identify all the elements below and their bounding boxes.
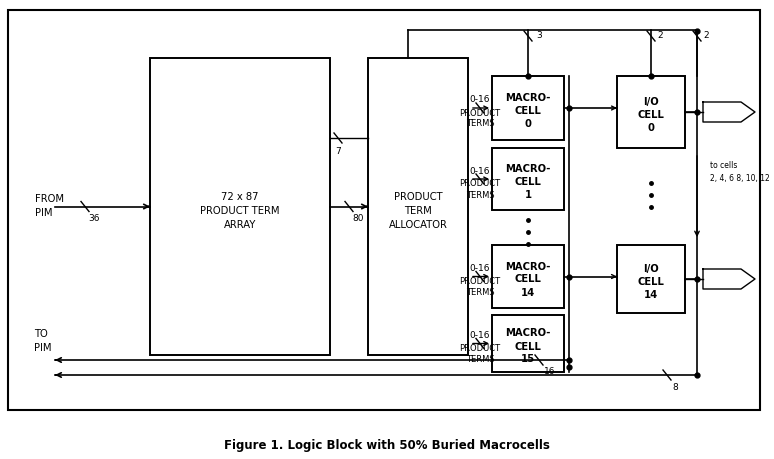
Text: 3: 3 bbox=[536, 32, 542, 40]
Text: 15: 15 bbox=[521, 354, 535, 364]
Bar bbox=[492, 245, 564, 308]
Text: 14: 14 bbox=[521, 287, 535, 297]
Text: PIM: PIM bbox=[35, 208, 53, 218]
Text: ARRAY: ARRAY bbox=[224, 220, 256, 230]
Text: PRODUCT: PRODUCT bbox=[394, 191, 442, 202]
Text: CELL: CELL bbox=[638, 110, 664, 120]
Text: 0-16: 0-16 bbox=[470, 264, 490, 273]
Text: 72 x 87: 72 x 87 bbox=[221, 191, 259, 202]
Text: 8: 8 bbox=[672, 382, 678, 392]
Text: Figure 1. Logic Block with 50% Buried Macrocells: Figure 1. Logic Block with 50% Buried Ma… bbox=[224, 438, 550, 452]
Bar bbox=[617, 245, 685, 313]
Text: 2, 4, 6 8, 10, 12: 2, 4, 6 8, 10, 12 bbox=[710, 174, 770, 183]
Text: I/O: I/O bbox=[643, 264, 659, 274]
Text: I/O: I/O bbox=[643, 97, 659, 107]
Text: to cells: to cells bbox=[710, 162, 738, 170]
Text: 2: 2 bbox=[657, 32, 663, 40]
Text: 2: 2 bbox=[703, 32, 709, 40]
Bar bbox=[492, 76, 564, 140]
Text: PRODUCT: PRODUCT bbox=[460, 344, 501, 353]
Text: 0-16: 0-16 bbox=[470, 167, 490, 175]
Text: FROM: FROM bbox=[35, 194, 64, 203]
Text: 7: 7 bbox=[335, 146, 341, 156]
Text: 0: 0 bbox=[648, 123, 655, 133]
Text: MACRO-: MACRO- bbox=[505, 164, 550, 174]
Text: 36: 36 bbox=[88, 214, 100, 223]
Text: TERMS: TERMS bbox=[466, 119, 495, 129]
Text: TERMS: TERMS bbox=[466, 190, 495, 200]
Text: PIM: PIM bbox=[34, 343, 52, 353]
Text: 0-16: 0-16 bbox=[470, 95, 490, 105]
Text: CELL: CELL bbox=[515, 274, 542, 285]
Text: 80: 80 bbox=[352, 214, 364, 223]
Text: TERM: TERM bbox=[404, 206, 432, 215]
Text: CELL: CELL bbox=[515, 341, 542, 352]
Text: CELL: CELL bbox=[638, 277, 664, 287]
Bar bbox=[617, 76, 685, 148]
Text: PRODUCT: PRODUCT bbox=[460, 108, 501, 118]
Text: TERMS: TERMS bbox=[466, 288, 495, 297]
Text: MACRO-: MACRO- bbox=[505, 93, 550, 103]
Text: 14: 14 bbox=[644, 290, 658, 300]
Text: MACRO-: MACRO- bbox=[505, 262, 550, 272]
Text: 0: 0 bbox=[525, 119, 532, 129]
Text: TERMS: TERMS bbox=[466, 355, 495, 364]
Text: MACRO-: MACRO- bbox=[505, 329, 550, 338]
Text: CELL: CELL bbox=[515, 177, 542, 187]
Text: ALLOCATOR: ALLOCATOR bbox=[389, 219, 447, 230]
Text: TO: TO bbox=[34, 329, 48, 339]
Text: 1: 1 bbox=[525, 190, 532, 200]
Bar bbox=[8, 10, 760, 410]
Bar bbox=[492, 315, 564, 372]
Text: PRODUCT TERM: PRODUCT TERM bbox=[200, 207, 279, 217]
Text: PRODUCT: PRODUCT bbox=[460, 277, 501, 286]
Text: PRODUCT: PRODUCT bbox=[460, 179, 501, 189]
Bar bbox=[368, 58, 468, 355]
Text: 16: 16 bbox=[544, 368, 556, 376]
Text: 0-16: 0-16 bbox=[470, 331, 490, 340]
Text: CELL: CELL bbox=[515, 106, 542, 116]
Bar bbox=[150, 58, 330, 355]
Bar bbox=[492, 148, 564, 210]
